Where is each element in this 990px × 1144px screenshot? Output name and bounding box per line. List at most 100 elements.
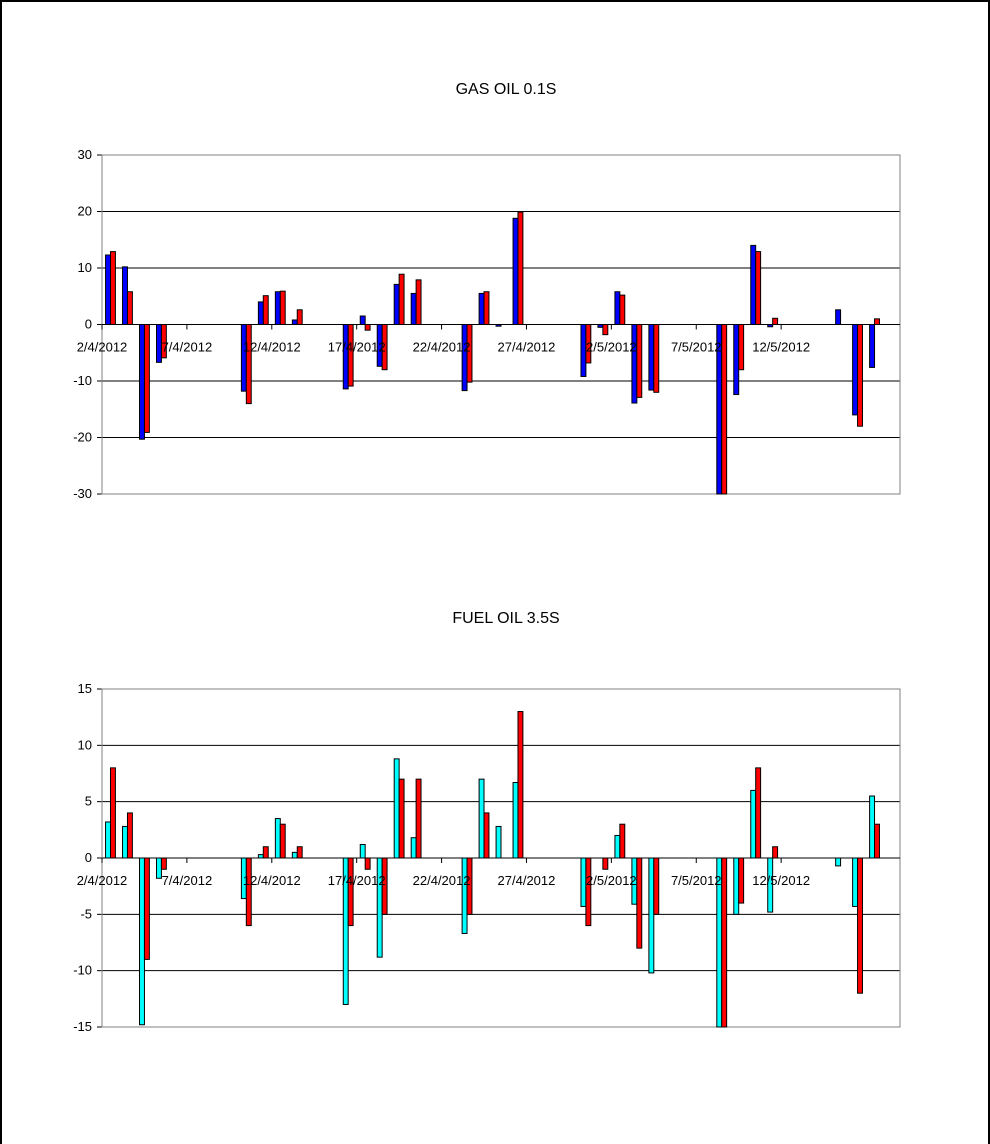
bar-series-1 bbox=[750, 244, 757, 325]
bar-series-1 bbox=[478, 292, 485, 325]
bar-series-1 bbox=[274, 291, 281, 326]
bar-series-2 bbox=[653, 857, 660, 915]
bar-series-1 bbox=[614, 834, 621, 859]
x-tick-label: 17/4/2012 bbox=[328, 873, 386, 888]
bar-series-2 bbox=[517, 711, 524, 859]
x-tick-label: 7/4/2012 bbox=[162, 340, 213, 355]
bar-series-2 bbox=[483, 291, 490, 326]
bar-series-1 bbox=[478, 778, 485, 859]
y-tick-label: 20 bbox=[78, 204, 92, 219]
bar-series-2 bbox=[415, 778, 422, 859]
bar-series-1 bbox=[410, 837, 417, 859]
bar-series-2 bbox=[772, 846, 779, 859]
y-tick-label: -10 bbox=[73, 373, 92, 388]
bar-series-1 bbox=[512, 782, 519, 859]
bar-series-2 bbox=[126, 291, 133, 326]
bar-series-1 bbox=[359, 315, 366, 325]
bar-series-1 bbox=[835, 857, 842, 867]
bar-series-1 bbox=[342, 324, 349, 390]
y-tick-label: 0 bbox=[85, 317, 92, 332]
y-tick-label: 15 bbox=[78, 681, 92, 696]
y-tick-label: -20 bbox=[73, 430, 92, 445]
bar-series-1 bbox=[648, 324, 655, 391]
bar-series-2 bbox=[602, 857, 609, 870]
bar-series-1 bbox=[461, 324, 468, 392]
bar-series-1 bbox=[291, 319, 298, 326]
bar-series-2 bbox=[721, 857, 728, 1028]
bar-series-1 bbox=[393, 758, 400, 859]
bar-series-2 bbox=[109, 767, 116, 859]
bar-series-2 bbox=[755, 767, 762, 859]
y-tick-label: -30 bbox=[73, 486, 92, 501]
x-tick-label: 2/4/2012 bbox=[77, 340, 128, 355]
bar-series-1 bbox=[461, 857, 468, 934]
bar-series-2 bbox=[636, 324, 643, 398]
chart-2: FUEL OIL 3.5S 15 10 5 0 -5 -10 -15 2/4/2012 7/4/2… bbox=[73, 610, 901, 1034]
chart-title: FUEL OIL 3.5S bbox=[452, 610, 559, 627]
bar-series-2 bbox=[143, 324, 150, 433]
bar-series-2 bbox=[109, 251, 116, 326]
bar-series-2 bbox=[874, 823, 880, 859]
bar-series-1 bbox=[852, 857, 859, 907]
y-tick-label: -10 bbox=[73, 963, 92, 978]
bar-series-2 bbox=[585, 857, 592, 927]
bar-series-2 bbox=[415, 279, 422, 325]
bar-series-2 bbox=[347, 324, 354, 387]
bar-series-2 bbox=[772, 317, 779, 326]
x-tick-label: 17/4/2012 bbox=[328, 340, 386, 355]
bar-series-2 bbox=[483, 812, 490, 859]
bar-series-2 bbox=[755, 251, 762, 326]
bar-series-2 bbox=[296, 846, 303, 859]
x-tick-label: 2/4/2012 bbox=[77, 873, 128, 888]
x-tick-label: 12/4/2012 bbox=[243, 340, 301, 355]
bar-series-2 bbox=[602, 324, 609, 336]
x-tick-label: 12/5/2012 bbox=[752, 340, 810, 355]
bar-series-2 bbox=[262, 295, 269, 325]
x-tick-label: 2/5/2012 bbox=[586, 873, 637, 888]
bar-series-1 bbox=[495, 825, 502, 859]
bar-series-1 bbox=[410, 292, 417, 325]
x-tick-label: 27/4/2012 bbox=[498, 873, 556, 888]
bar-series-1 bbox=[852, 324, 859, 416]
bar-series-2 bbox=[279, 823, 286, 859]
bar-series-2 bbox=[126, 812, 133, 859]
bar-series-2 bbox=[398, 273, 405, 325]
bar-series-2 bbox=[347, 857, 354, 927]
bar-series-2 bbox=[364, 324, 371, 331]
y-tick-label: 10 bbox=[78, 737, 92, 752]
bar-series-1 bbox=[869, 795, 876, 859]
bar-series-2 bbox=[653, 324, 660, 393]
y-tick-label: 0 bbox=[85, 850, 92, 865]
bar-series-2 bbox=[857, 324, 863, 427]
bar-series-2 bbox=[619, 823, 626, 859]
bar-series-1 bbox=[614, 291, 621, 326]
bar-series-1 bbox=[257, 854, 264, 859]
bar-series-1 bbox=[105, 821, 111, 859]
bar-series-2 bbox=[619, 294, 626, 325]
x-tick-label: 12/5/2012 bbox=[752, 873, 810, 888]
bar-series-1 bbox=[139, 857, 145, 1026]
bar-series-2 bbox=[738, 324, 745, 371]
bar-series-1 bbox=[122, 825, 128, 859]
y-tick-label: 5 bbox=[85, 794, 92, 809]
bar-series-1 bbox=[393, 283, 400, 326]
x-tick-label: 22/4/2012 bbox=[413, 340, 471, 355]
bar-series-2 bbox=[738, 857, 745, 904]
bar-series-2 bbox=[857, 857, 863, 994]
x-tick-label: 22/4/2012 bbox=[413, 873, 471, 888]
bar-series-1 bbox=[274, 818, 281, 859]
bar-series-1 bbox=[733, 324, 740, 396]
x-tick-label: 2/5/2012 bbox=[586, 340, 637, 355]
bar-series-2 bbox=[721, 324, 728, 495]
bar-series-2 bbox=[636, 857, 643, 949]
x-tick-label: 7/5/2012 bbox=[671, 873, 722, 888]
x-tick-label: 27/4/2012 bbox=[498, 340, 556, 355]
x-tick-label: 7/4/2012 bbox=[162, 873, 213, 888]
chart-1: GAS OIL 0.1S 30 20 10 0 -10 -20 -30 2/4/2012 7/4/… bbox=[73, 81, 901, 501]
y-tick-label: -15 bbox=[73, 1019, 92, 1034]
bar-series-1 bbox=[869, 324, 876, 368]
chart-title: GAS OIL 0.1S bbox=[456, 81, 557, 98]
bar-series-2 bbox=[262, 846, 269, 859]
